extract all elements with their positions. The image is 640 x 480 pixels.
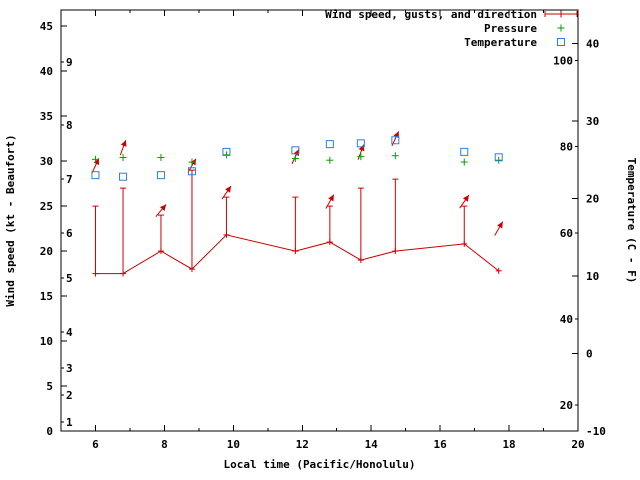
kt-tick-label: 15 xyxy=(40,290,53,303)
legend-entry-wind: Wind speed, gusts, and direction xyxy=(325,8,578,21)
fahrenheit-label: 80 xyxy=(560,141,573,154)
kt-tick-label: 40 xyxy=(40,65,53,78)
x-tick-label: 18 xyxy=(502,438,515,451)
temperature-series xyxy=(91,136,503,181)
kt-tick-label: 10 xyxy=(40,335,53,348)
left-axis-title-group: Wind speed (kt - Beaufort) xyxy=(4,134,17,306)
x-tick-label: 12 xyxy=(296,438,309,451)
x-tick-label: 16 xyxy=(434,438,448,451)
gust-bars xyxy=(92,169,468,274)
legend-label: Wind speed, gusts, and direction xyxy=(325,8,537,21)
kt-tick-label: 20 xyxy=(40,245,53,258)
legend-entry-temperature: Temperature xyxy=(464,36,565,49)
x-axis-title: Local time (Pacific/Honolulu) xyxy=(223,458,415,471)
celsius-tick-label: -10 xyxy=(586,425,606,438)
beaufort-label: 3 xyxy=(66,362,73,375)
beaufort-label: 5 xyxy=(66,272,73,285)
right-axis-title-group: Temperature (C - F) xyxy=(625,158,638,284)
kt-tick-label: 30 xyxy=(40,155,53,168)
celsius-tick-label: 40 xyxy=(586,37,599,50)
x-axis-title-group: Local time (Pacific/Honolulu) xyxy=(223,458,415,471)
beaufort-label: 2 xyxy=(66,389,73,402)
legend: Wind speed, gusts, and directionPressure… xyxy=(325,8,578,49)
legend-entry-pressure: Pressure xyxy=(484,22,565,35)
celsius-tick-label: 10 xyxy=(586,270,599,283)
right-axis-title: Temperature (C - F) xyxy=(625,158,638,284)
celsius-tick-label: 20 xyxy=(586,192,599,205)
beaufort-label: 6 xyxy=(66,227,73,240)
x-tick-label: 8 xyxy=(161,438,168,451)
fahrenheit-label: 100 xyxy=(553,55,573,68)
beaufort-label: 7 xyxy=(66,173,73,186)
x-tick-label: 14 xyxy=(365,438,379,451)
x-tick-label: 20 xyxy=(571,438,584,451)
beaufort-label: 9 xyxy=(66,56,73,69)
x-tick-label: 6 xyxy=(92,438,99,451)
fahrenheit-label: 60 xyxy=(560,227,573,240)
fahrenheit-label: 20 xyxy=(560,399,573,412)
legend-label: Pressure xyxy=(484,22,537,35)
kt-tick-label: 25 xyxy=(40,200,53,213)
left-axis-title: Wind speed (kt - Beaufort) xyxy=(4,134,17,306)
plot-border xyxy=(60,9,579,432)
x-axis: 6 8 10 12 14 16 18 20 xyxy=(92,10,585,451)
y-axis-right: -10 0 10 20 30 40 20 40 60 80 100 xyxy=(553,37,606,438)
kt-tick-label: 35 xyxy=(40,110,53,123)
kt-tick-label: 45 xyxy=(40,20,53,33)
pressure-series xyxy=(91,151,503,166)
beaufort-label: 1 xyxy=(66,416,73,429)
kt-tick-label: 5 xyxy=(46,380,53,393)
fahrenheit-label: 40 xyxy=(560,313,573,326)
kt-tick-label: 0 xyxy=(46,425,53,438)
x-tick-label: 10 xyxy=(227,438,240,451)
celsius-tick-label: 30 xyxy=(586,115,599,128)
wind-series xyxy=(92,231,502,277)
celsius-tick-label: 0 xyxy=(586,347,593,360)
beaufort-label: 4 xyxy=(66,326,73,339)
legend-label: Temperature xyxy=(464,36,537,49)
beaufort-label: 8 xyxy=(66,119,73,132)
